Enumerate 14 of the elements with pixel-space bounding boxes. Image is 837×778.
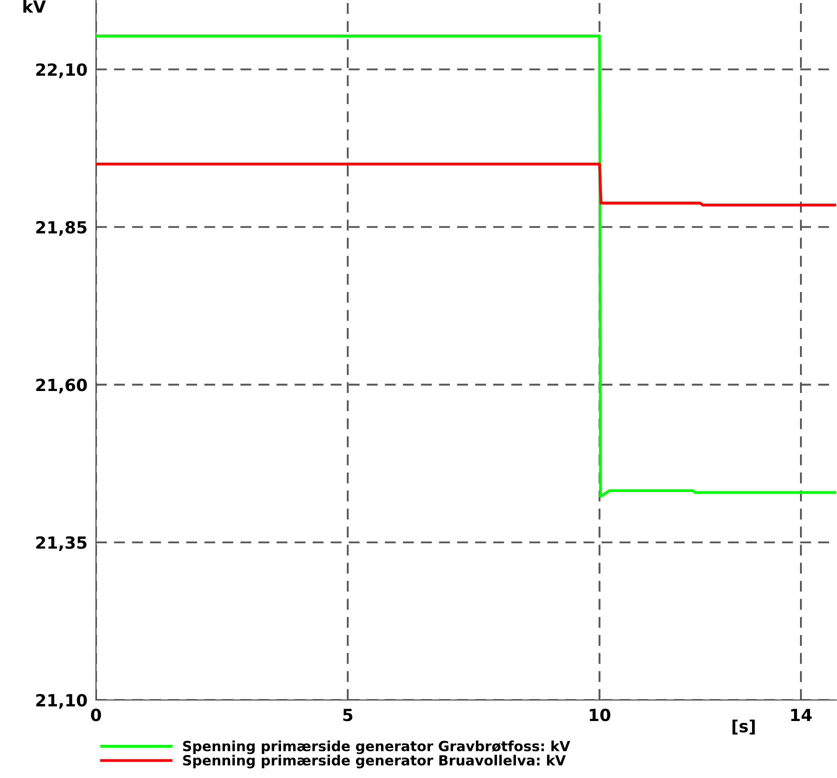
y-tick-label: 21,60 <box>36 378 87 394</box>
legend-label: Spenning primærside generator Bruavollelva: kV <box>183 754 566 768</box>
x-tick-label: 5 <box>343 708 352 722</box>
y-tick-label: 21,10 <box>36 694 87 709</box>
x-axis-title: [s] <box>732 720 755 734</box>
y-tick-label: 21,35 <box>36 536 87 552</box>
x-tick-label: 14 <box>791 708 812 721</box>
x-tick-label: 10 <box>590 708 610 722</box>
x-tick-label: 0 <box>91 708 101 722</box>
y-axis-title: kV <box>23 0 46 13</box>
y-tick-label: 21,85 <box>36 220 87 236</box>
line-series <box>96 34 836 498</box>
y-tick-label: 22,10 <box>36 63 87 78</box>
legend-label: Spenning primærside generator Gravbrøtfoss: kV <box>183 740 570 754</box>
